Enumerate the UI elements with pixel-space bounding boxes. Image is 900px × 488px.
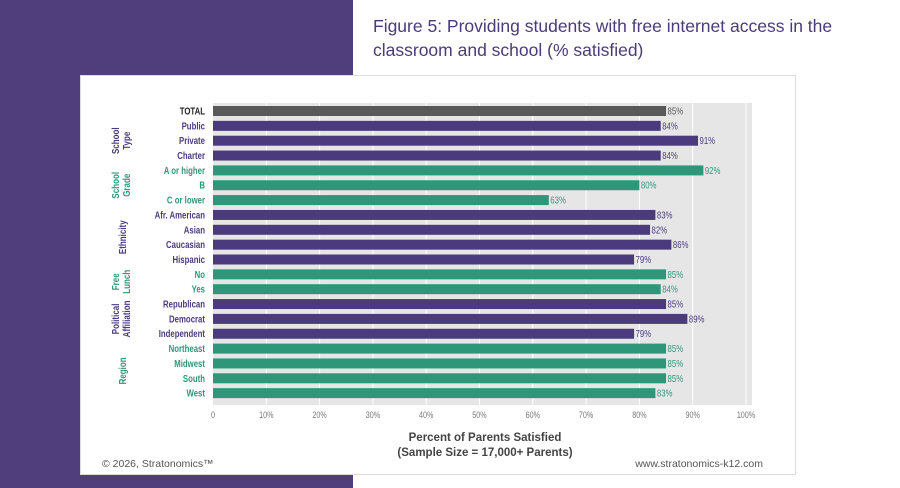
bar: [213, 284, 661, 295]
bar: [213, 180, 640, 191]
bar: [213, 165, 704, 176]
value-label: 84%: [662, 120, 678, 131]
value-label: 85%: [668, 343, 684, 354]
value-label: 82%: [652, 224, 668, 235]
category-label: Democrat: [169, 313, 205, 324]
category-label: Midwest: [174, 358, 205, 369]
category-label: B: [199, 180, 205, 191]
value-label: 83%: [657, 388, 673, 399]
x-tick-label: 50%: [472, 410, 486, 420]
figure-title: Figure 5: Providing students with free i…: [373, 16, 833, 60]
bar: [213, 135, 699, 146]
category-label: West: [187, 388, 205, 399]
bar: [213, 328, 635, 339]
x-axis-label: Percent of Parents Satisfied: [408, 432, 562, 444]
x-axis-sublabel: (Sample Size = 17,000+ Parents): [397, 447, 573, 459]
bar: [213, 239, 672, 250]
value-label: 85%: [668, 269, 684, 280]
x-tick-label: 10%: [259, 410, 273, 420]
bar: [213, 224, 651, 235]
category-label: Independent: [159, 328, 205, 339]
website-url: www.stratonomics-k12.com: [635, 458, 763, 470]
value-label: 83%: [657, 210, 673, 221]
group-label: PoliticalAffiliation: [110, 300, 132, 337]
x-tick-label: 40%: [419, 410, 433, 420]
group-label-line: Type: [121, 132, 132, 150]
bar: [213, 195, 549, 206]
bar: [213, 343, 667, 354]
bar: [213, 373, 667, 384]
value-label: 85%: [668, 358, 684, 369]
group-label-line: Affiliation: [121, 300, 132, 337]
category-label: South: [183, 373, 205, 384]
x-tick-label: 70%: [579, 410, 593, 420]
group-label-line: School: [110, 172, 121, 199]
category-label: Asian: [184, 224, 205, 235]
x-tick-label: 100%: [737, 410, 755, 420]
x-tick-label: 20%: [312, 410, 326, 420]
group-label: Ethnicity: [117, 220, 128, 254]
bar: [213, 313, 688, 324]
copyright: © 2026, Stratonomics™: [102, 458, 214, 470]
value-label: 63%: [550, 195, 566, 206]
value-label: 85%: [668, 299, 684, 310]
category-label: Republican: [163, 299, 205, 310]
group-label: Region: [117, 357, 128, 384]
value-label: 89%: [689, 313, 705, 324]
x-tick-label: 0: [211, 410, 215, 420]
group-label-line: School: [110, 127, 121, 154]
value-label: 85%: [668, 373, 684, 384]
value-label: 84%: [662, 150, 678, 161]
x-tick-label: 30%: [366, 410, 380, 420]
category-label: TOTAL: [180, 106, 206, 117]
category-label: Charter: [177, 150, 205, 161]
x-tick-label: 90%: [686, 410, 700, 420]
category-label: A or higher: [164, 165, 206, 176]
group-label: FreeLunch: [110, 270, 132, 294]
bar: [213, 150, 661, 161]
group-label-line: Political: [110, 304, 121, 335]
category-label: Private: [179, 135, 205, 146]
category-label: C or lower: [167, 195, 206, 206]
x-tick-label: 80%: [632, 410, 646, 420]
value-label: 85%: [668, 106, 684, 117]
category-label: Yes: [192, 284, 205, 295]
value-label: 91%: [700, 135, 716, 146]
value-label: 84%: [662, 284, 678, 295]
value-label: 79%: [636, 328, 652, 339]
bar: [213, 299, 667, 310]
value-label: 86%: [673, 239, 689, 250]
group-label: SchoolType: [110, 127, 132, 154]
value-label: 79%: [636, 254, 652, 265]
group-label-line: Free: [110, 273, 121, 290]
category-label: Northeast: [169, 343, 205, 354]
x-tick-label: 60%: [526, 410, 540, 420]
bar: [213, 358, 667, 369]
category-label: No: [195, 269, 206, 280]
group-label: SchoolGrade: [110, 172, 132, 199]
category-label: Public: [182, 120, 205, 131]
category-label: Afr. American: [155, 210, 205, 221]
group-label-line: Grade: [121, 174, 132, 197]
bar: [213, 209, 656, 220]
value-label: 80%: [641, 180, 657, 191]
value-label: 92%: [705, 165, 721, 176]
x-axis-title: Percent of Parents Satisfied (Sample Siz…: [300, 431, 670, 461]
bar: [213, 106, 667, 116]
bar: [213, 120, 661, 131]
bar: [213, 269, 667, 280]
bar: [213, 254, 635, 265]
bar: [213, 388, 656, 399]
category-label: Caucasian: [166, 239, 205, 250]
group-label-line: Lunch: [121, 270, 132, 294]
category-label: Hispanic: [173, 254, 205, 265]
